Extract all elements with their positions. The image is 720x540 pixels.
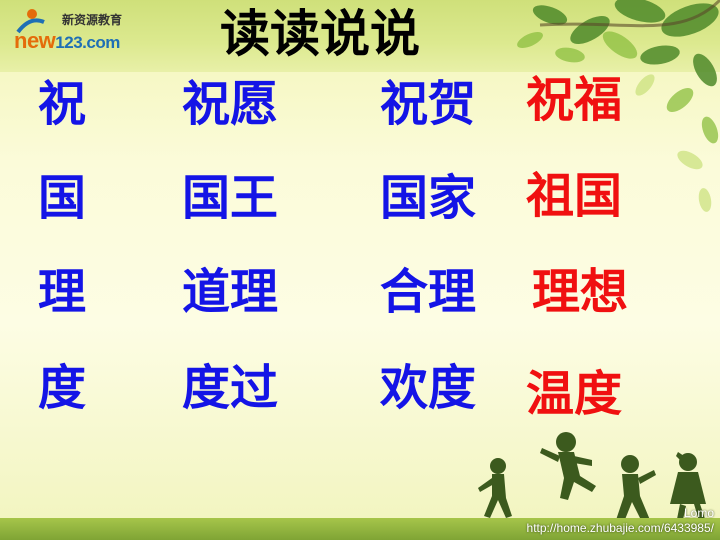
logo-brand-part1: new [14,28,56,53]
word-compound: 道理 [182,264,279,320]
word-row: 祝 祝愿 祝贺 祝福 [0,72,720,142]
word-row: 理 道理 合理 理想 [0,260,720,330]
word-compound: 度过 [182,360,279,416]
word-row: 度 度过 欢度 温度 [0,356,720,426]
watermark-url: http://home.zhubajie.com/6433985/ [526,521,714,535]
footer-band [0,518,720,540]
tree-leaves-decoration [517,0,720,212]
word-compound: 祝愿 [182,76,279,132]
word-single: 理 [38,264,87,320]
word-single: 国 [38,170,87,226]
logo-tagline: 新资源教育 [62,13,123,27]
watermark: Lomo http://home.zhubajie.com/6433985/ [527,506,714,536]
header-band [0,0,720,72]
word-highlight: 温度 [526,366,623,422]
word-highlight: 祖国 [526,168,623,224]
word-single: 度 [38,360,87,416]
running-children-decoration [478,432,706,524]
word-compound: 合理 [380,264,477,320]
word-compound: 国家 [380,170,477,226]
logo: 新资源教育 new123.com [10,6,150,58]
watermark-name: Lomo [683,506,714,520]
logo-brand-part2: 123.com [55,33,120,52]
word-highlight: 理想 [532,264,629,320]
page-title: 读读说说 [220,5,420,63]
word-compound: 祝贺 [380,76,477,132]
word-compound: 国王 [182,170,279,226]
logo-brand: new123.com [14,28,120,54]
word-highlight: 祝福 [526,72,623,128]
word-single: 祝 [38,76,87,132]
logo-person-icon [16,9,45,34]
word-compound: 欢度 [380,360,477,416]
word-row: 国 国王 国家 祖国 [0,166,720,236]
